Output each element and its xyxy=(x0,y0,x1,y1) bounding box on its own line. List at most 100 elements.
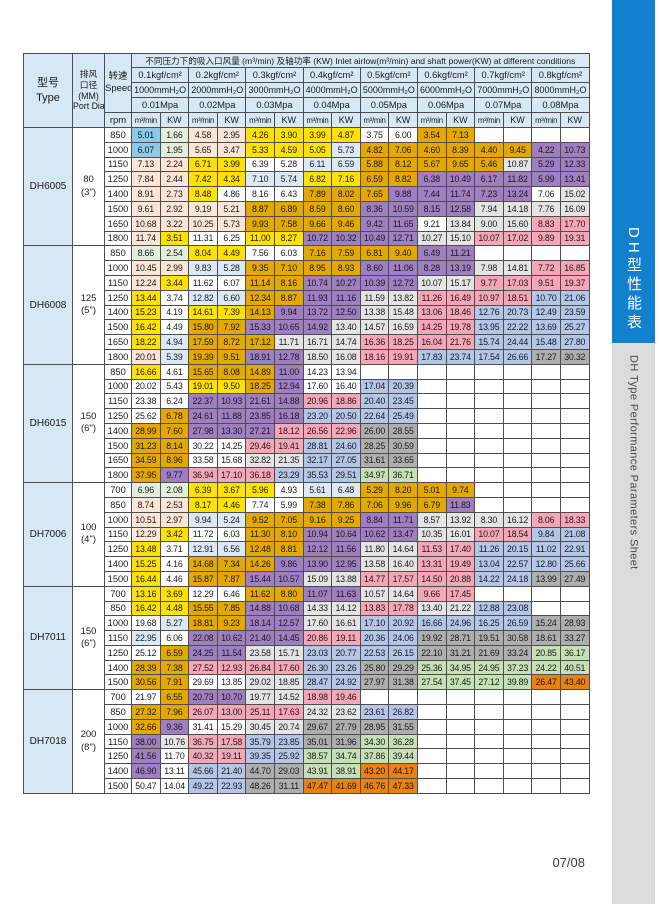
data-cell: 2.08 xyxy=(159,482,190,498)
data-cell: 10.68 xyxy=(273,600,304,617)
data-cell: 9.52 xyxy=(245,511,275,528)
table-row-DH6008-1650: 1650 18.22 4.94 17.59 8.72 17.12 11.71 16.71 14.… xyxy=(24,334,590,350)
data-cell: 27.98 xyxy=(188,422,218,439)
data-cell: 14.64 xyxy=(388,541,418,558)
table-row-DH7006-1250: 1250 13.48 3.71 12.91 6.56 12.48 8.81 12.12 11.5… xyxy=(24,541,590,558)
data-cell: 33.65 xyxy=(388,452,418,469)
data-cell: 39.89 xyxy=(502,674,533,691)
table-row-DH6008-1400: 1400 15.23 4.19 14.61 7.39 14.13 9.94 13.72 12.5… xyxy=(24,304,590,321)
column-header-kw-unit-2: KW xyxy=(273,112,304,128)
rpm-cell: 850 xyxy=(104,363,132,380)
data-cell: 14.92 xyxy=(302,319,333,336)
data-cell: 14.45 xyxy=(273,630,304,646)
data-cell: 8.93 xyxy=(331,260,361,276)
data-cell: 8.30 xyxy=(474,511,504,528)
data-cell xyxy=(474,408,504,424)
data-cell: 8.27 xyxy=(273,230,304,247)
data-cell: 11.06 xyxy=(388,260,418,276)
data-cell: 7.84 xyxy=(131,171,161,188)
table-row-DH6008-1000: 1000 10.45 2.99 9.83 5.28 9.35 7.10 8.95 8.93 8.6… xyxy=(24,260,590,276)
table-row-DH6005-1500: 1500 9.61 2.92 9.19 5.21 8.87 6.89 8.59 8.60 8.36… xyxy=(24,200,590,217)
data-cell: 15.48 xyxy=(531,334,561,350)
pressure-mpa-0: 0.01Mpa xyxy=(130,97,190,113)
data-cell: 27.97 xyxy=(359,674,390,691)
speed-label-en: Speed xyxy=(105,83,132,94)
data-cell xyxy=(445,363,476,380)
data-cell: 4.61 xyxy=(159,363,190,380)
data-cell: 10.07 xyxy=(416,274,447,291)
data-cell: 30.22 xyxy=(188,437,218,454)
data-cell xyxy=(474,363,504,380)
data-cell: 9.77 xyxy=(159,467,190,484)
data-cell xyxy=(445,718,476,735)
data-cell: 20.92 xyxy=(388,615,418,632)
data-cell xyxy=(502,467,533,484)
model-cell-DH6015: DH6015 xyxy=(23,363,73,484)
data-cell: 23.58 xyxy=(245,644,275,661)
data-cell: 15.44 xyxy=(245,570,275,587)
data-cell: 13.24 xyxy=(502,186,533,202)
data-cell xyxy=(502,585,533,602)
data-cell xyxy=(502,408,533,424)
data-cell: 11.71 xyxy=(388,511,418,528)
data-cell: 15.65 xyxy=(188,363,218,380)
data-cell: 36.18 xyxy=(245,467,275,484)
data-cell: 14.89 xyxy=(245,363,275,380)
data-cell: 21.40 xyxy=(245,630,275,646)
port-cell-DH6015: 150 (6") xyxy=(72,363,105,484)
data-cell: 8.74 xyxy=(131,496,161,513)
data-cell xyxy=(445,467,476,484)
data-cell xyxy=(531,585,561,602)
data-cell xyxy=(445,393,476,410)
data-cell: 17.59 xyxy=(188,334,218,350)
data-cell: 5.28 xyxy=(216,260,247,276)
data-cell: 9.51 xyxy=(531,274,561,291)
table-row-DH6005-1250: 1250 7.84 2.44 7.42 4.34 7.10 5.74 6.82 7.16 6.59… xyxy=(24,171,590,188)
data-cell: 2.97 xyxy=(159,511,190,528)
data-cell: 23.38 xyxy=(131,393,161,410)
column-header-kw-unit-0: KW xyxy=(159,112,190,128)
data-cell xyxy=(531,763,561,780)
data-cell: 10.45 xyxy=(131,260,161,276)
sidebar-tab-dh-performance[interactable]: DH型性能表 xyxy=(612,0,655,343)
data-cell: 14.25 xyxy=(216,437,247,454)
table-row-DH7006-1000: 1000 10.51 2.97 9.94 5.24 9.52 7.05 9.16 9.25 8.8… xyxy=(24,511,590,528)
data-cell: 6.39 xyxy=(245,156,275,173)
data-cell xyxy=(445,689,476,706)
table-row-DH7006-1150: 1150 12.29 3.42 11.72 6.03 11.30 8.10 10.94 10.6… xyxy=(24,526,590,543)
data-cell xyxy=(502,245,533,262)
data-cell: 13.19 xyxy=(445,260,476,276)
pressure-mpa-1: 0.02Mpa xyxy=(188,97,247,113)
table-row-DH7018-1250: 1250 41.56 11.70 40.32 19.11 39.35 25.92 38.57 3… xyxy=(24,748,590,765)
data-cell: 11.88 xyxy=(216,408,247,424)
column-header-kw-unit-6: KW xyxy=(502,112,533,128)
data-cell xyxy=(502,437,533,454)
data-cell: 15.25 xyxy=(131,556,161,572)
data-cell: 6.25 xyxy=(216,230,247,247)
data-cell: 4.46 xyxy=(216,496,247,513)
data-cell: 9.51 xyxy=(216,348,247,365)
data-cell: 23.61 xyxy=(359,704,390,720)
data-cell: 26.84 xyxy=(245,659,275,676)
data-cell: 24.32 xyxy=(302,704,333,720)
data-cell: 6.07 xyxy=(131,141,161,158)
data-cell xyxy=(416,363,447,380)
data-cell xyxy=(531,245,561,262)
data-cell: 3.42 xyxy=(159,526,190,543)
data-cell: 4.49 xyxy=(216,245,247,262)
data-cell xyxy=(559,748,590,765)
column-header-flow-unit-4: m³/min xyxy=(359,112,390,128)
model-cell-DH7006: DH7006 xyxy=(23,482,73,587)
data-cell: 11.62 xyxy=(245,585,275,602)
data-cell: 4.46 xyxy=(159,570,190,587)
port-cell-DH6005: 80 (3") xyxy=(72,126,105,247)
data-cell: 7.23 xyxy=(474,186,504,202)
data-cell: 7.06 xyxy=(531,186,561,202)
sidebar-strip: DH Type Performance Parameters Sheet xyxy=(612,343,655,904)
data-cell xyxy=(531,408,561,424)
data-cell: 32.66 xyxy=(131,718,161,735)
data-cell: 6.56 xyxy=(216,541,247,558)
pressure-mmh2o-1: 2000mmH₂O xyxy=(188,82,247,98)
data-cell: 16.85 xyxy=(559,260,590,276)
data-cell xyxy=(416,437,447,454)
